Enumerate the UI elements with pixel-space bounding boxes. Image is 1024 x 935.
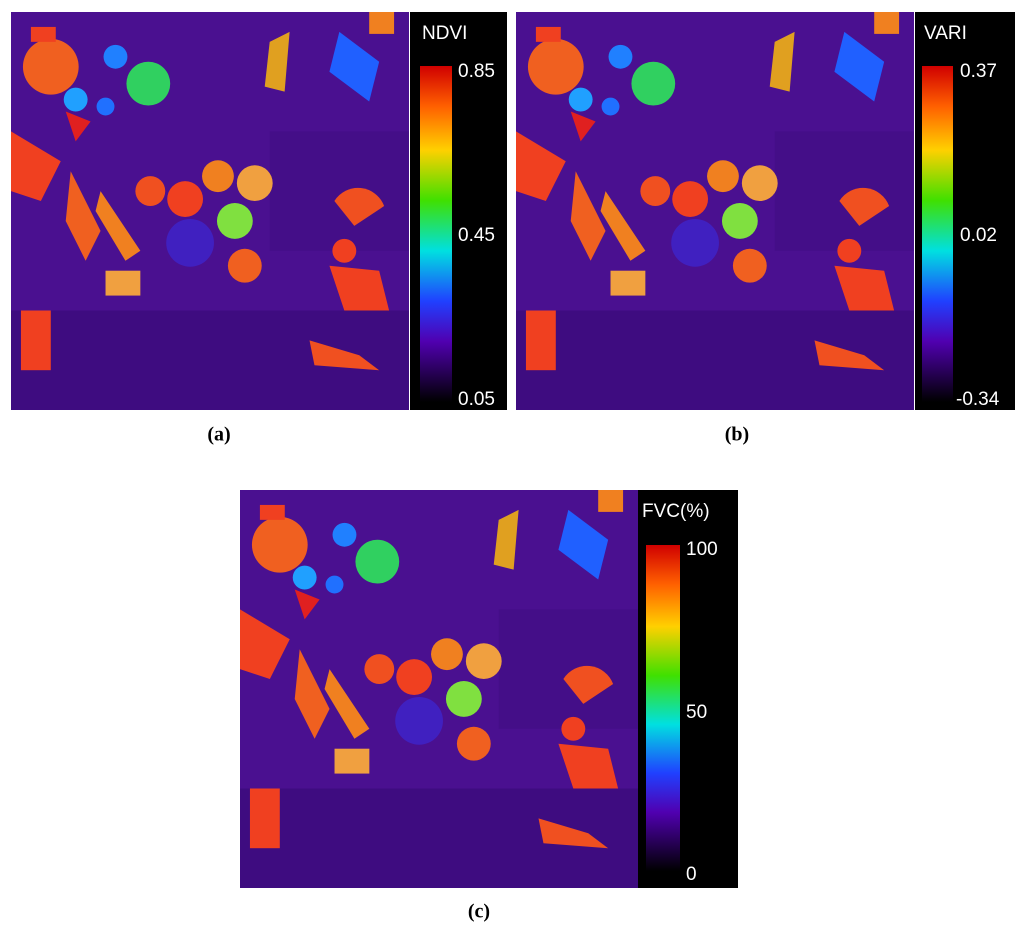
colorbar-tick: -0.34 <box>956 389 1000 410</box>
colorbar-tick: 0 <box>686 864 697 885</box>
colorbar-title: FVC(%) <box>642 501 710 522</box>
colorbar-tick: 100 <box>686 539 718 560</box>
colorbar-tick: 0.02 <box>960 225 997 246</box>
colorbar-tick: 50 <box>686 702 707 723</box>
colorbar-tick: 0.05 <box>458 389 495 410</box>
colorbar-title: NDVI <box>422 23 467 44</box>
colorbar-tick: 0.37 <box>960 61 997 82</box>
panel: NDVI 0.85 0.45 0.05 (a) <box>11 12 507 446</box>
image <box>240 490 638 888</box>
caption: (c) <box>468 901 490 923</box>
colorbar <box>420 66 452 402</box>
image <box>11 12 409 410</box>
colorbar-tick: 0.45 <box>458 225 495 246</box>
caption: (b) <box>725 424 749 446</box>
colorbar <box>922 66 953 402</box>
panel: VARI 0.37 0.02 -0.34 (b) <box>516 12 1015 446</box>
colorbar-title: VARI <box>924 23 967 44</box>
caption: (a) <box>207 424 230 446</box>
colorbar <box>646 545 680 871</box>
image <box>516 12 914 410</box>
colorbar-tick: 0.85 <box>458 61 495 82</box>
panel: FVC(%) 100 50 0 (c) <box>240 490 738 923</box>
